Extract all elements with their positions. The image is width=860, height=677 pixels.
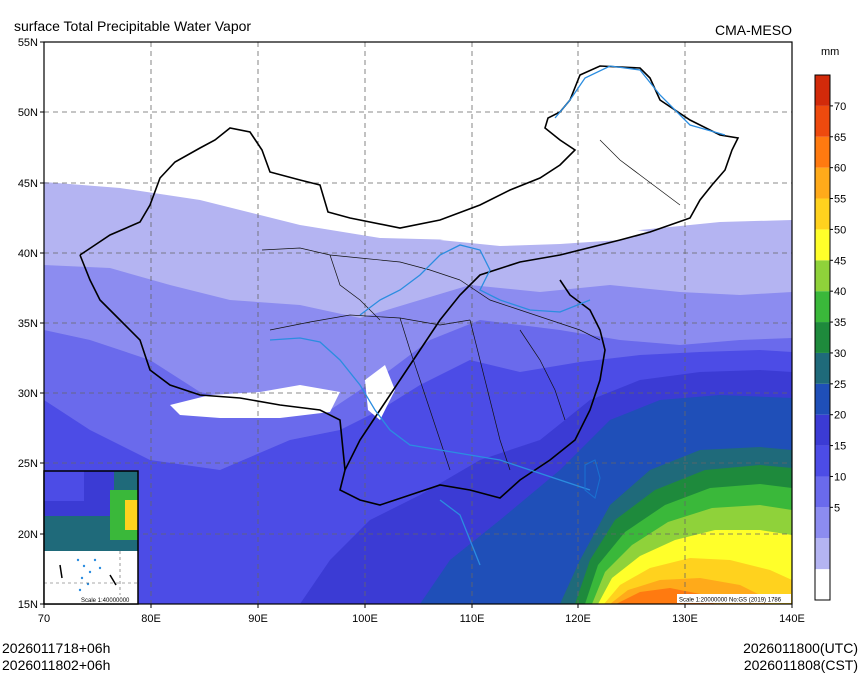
colorbar-label: 50 — [834, 224, 846, 236]
local-time: 2026011802+06h — [2, 657, 111, 673]
colorbar-segment — [815, 383, 830, 415]
colorbar-segment — [815, 167, 830, 199]
colorbar-segment — [815, 445, 830, 477]
lat-label: 55N — [18, 37, 38, 49]
lat-label: 15N — [18, 599, 38, 611]
lon-label: 130E — [672, 613, 698, 625]
colorbar-label: 10 — [834, 471, 846, 483]
colorbar-segment — [815, 352, 830, 384]
footer-left: 2026011718+06h 2026011802+06h — [2, 640, 110, 674]
colorbar-segment — [815, 538, 830, 570]
lat-label: 30N — [18, 388, 38, 400]
colorbar-label: 70 — [834, 101, 846, 113]
map-scale-note: Scale 1:20000000 No:GS (2019) 1786 — [679, 598, 782, 604]
colorbar-label: 35 — [834, 317, 846, 329]
colorbar-segment — [815, 507, 830, 539]
lon-label: 110E — [460, 613, 485, 625]
colorbar-label: 65 — [834, 132, 846, 144]
colorbar-label: 45 — [834, 255, 846, 267]
colorbar-unit: mm — [821, 46, 839, 58]
model-name: CMA-MESO — [715, 22, 792, 38]
colorbar-segment — [815, 75, 830, 106]
colorbar-segment — [815, 322, 830, 353]
inset-scale: Scale 1:40000000 — [81, 598, 130, 604]
colorbar-segment — [815, 476, 830, 508]
footer-right: 2026011800(UTC) 2026011808(CST) — [743, 640, 858, 674]
lon-label: 80E — [141, 613, 161, 625]
colorbar-label: 15 — [834, 441, 846, 453]
lat-label: 25N — [18, 458, 38, 470]
colorbar-label: 30 — [834, 348, 846, 360]
lon-label: 120E — [565, 613, 591, 625]
tpw-field — [44, 42, 792, 604]
lon-label: 140E — [779, 613, 805, 625]
colorbar-label: 25 — [834, 379, 846, 391]
colorbar-label: 60 — [834, 163, 846, 175]
lat-label: 50N — [18, 107, 38, 119]
lon-label: 90E — [248, 613, 268, 625]
colorbar-segment — [815, 198, 830, 230]
colorbar-segment — [815, 260, 830, 292]
utc-valid-time: 2026011800(UTC) — [743, 640, 858, 656]
colorbar-label: 55 — [834, 194, 846, 206]
colorbar-segment — [815, 569, 830, 600]
country-border — [79, 65, 740, 506]
colorbar-label: 5 — [834, 502, 840, 514]
colorbar-segment — [815, 414, 830, 446]
colorbar-segment — [815, 136, 830, 168]
colorbar-segment — [815, 229, 830, 261]
lat-label: 45N — [18, 178, 38, 190]
lat-label: 35N — [18, 318, 38, 330]
colorbar-label: 40 — [834, 286, 846, 298]
lon-label: 70 — [38, 613, 50, 625]
inset-map: Scale 1:40000000 — [43, 470, 139, 605]
colorbar-frame — [814, 74, 831, 601]
map-title: surface Total Precipitable Water Vapor — [14, 18, 252, 34]
lat-label: 40N — [18, 248, 38, 260]
colorbar-label: 20 — [834, 410, 846, 422]
colorbar-segment — [815, 291, 830, 323]
colorbar-segment — [815, 105, 830, 137]
lat-label: 20N — [18, 529, 38, 541]
cst-valid-time: 2026011808(CST) — [743, 657, 858, 673]
lon-label: 100E — [352, 613, 378, 625]
init-time: 2026011718+06h — [2, 640, 111, 656]
colorbar: 70 65 60 55 50 45 40 35 30 25 20 15 10 5 — [814, 74, 846, 601]
